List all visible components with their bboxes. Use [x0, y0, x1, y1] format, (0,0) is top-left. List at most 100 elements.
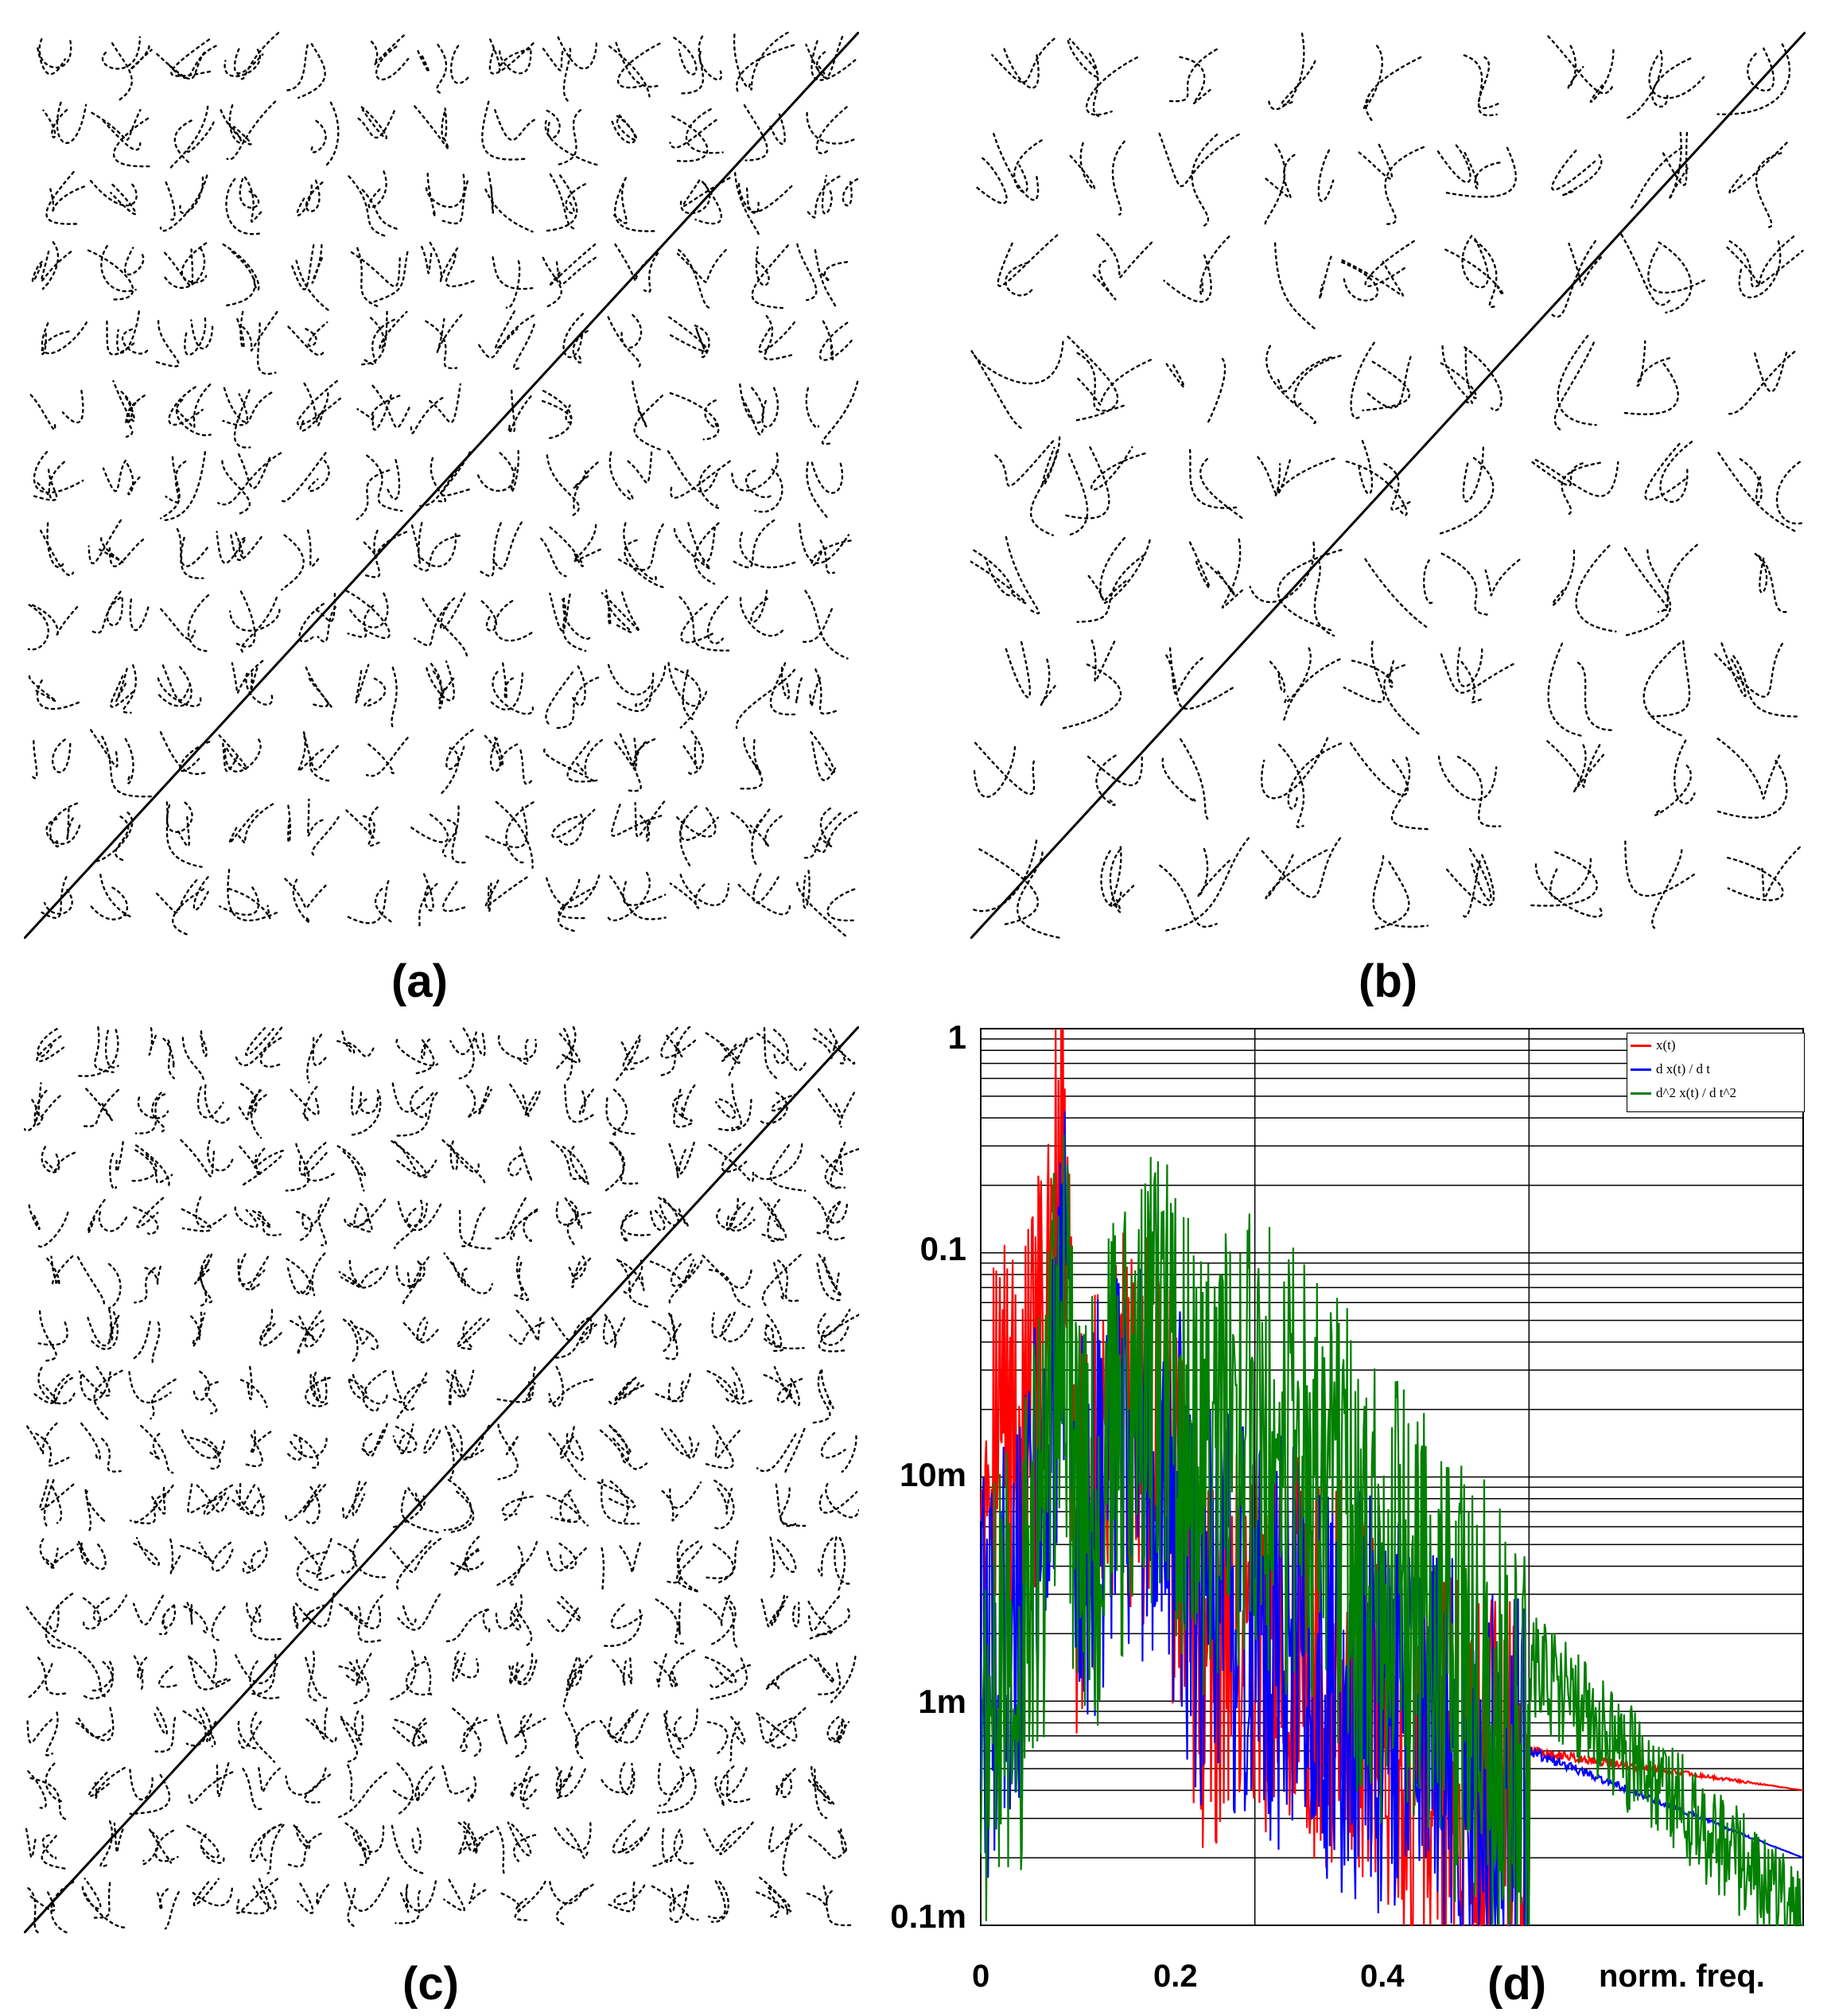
rp-curve — [347, 1041, 375, 1058]
rp-curve — [480, 600, 498, 632]
rp-curve — [45, 171, 81, 225]
rp-curve — [154, 51, 205, 80]
rp-curve — [822, 1884, 833, 1906]
rp-curve — [497, 1423, 519, 1481]
rp-curve — [367, 743, 395, 775]
rp-curve — [87, 519, 122, 565]
rp-curve — [229, 609, 281, 632]
rp-curve — [811, 461, 844, 494]
rp-curve — [505, 260, 521, 309]
rp-curve — [258, 1211, 282, 1236]
rp-curve — [451, 1652, 466, 1682]
rp-curve — [309, 1372, 321, 1402]
rp-curve — [1383, 664, 1421, 736]
rp-curve — [410, 813, 449, 843]
rp-curve — [1462, 446, 1484, 503]
rp-curve — [36, 679, 83, 710]
rp-curve — [751, 244, 789, 309]
rp-curve — [33, 1089, 48, 1126]
rp-curve — [188, 1655, 232, 1691]
rp-curve — [655, 1653, 667, 1687]
rp-curve — [614, 733, 636, 771]
rp-curve — [572, 470, 592, 489]
rp-curve — [1030, 436, 1061, 536]
rp-curve — [739, 597, 787, 637]
rp-curve — [509, 1084, 530, 1119]
rp-curve — [28, 675, 57, 702]
rp-curve — [212, 1648, 231, 1684]
rp-curve — [317, 1204, 327, 1247]
rp-curve — [250, 1094, 267, 1139]
rp-curve — [555, 109, 581, 166]
rp-curve — [613, 1883, 647, 1905]
rp-curve — [494, 736, 519, 768]
rp-curve — [154, 1829, 179, 1862]
rp-curve — [546, 1494, 589, 1527]
rp-curve — [608, 1424, 632, 1455]
recurrence-plot-b-canvas — [970, 32, 1806, 939]
rp-curve — [619, 1762, 636, 1796]
rp-curve — [38, 37, 72, 69]
rp-curve — [731, 519, 776, 569]
rp-curve — [292, 878, 311, 924]
rp-curve — [1168, 643, 1203, 695]
x-tick-label: 0.4 — [1360, 1959, 1405, 1994]
rp-curve — [1067, 142, 1096, 190]
rp-curve — [98, 1211, 128, 1232]
rp-curve — [703, 1594, 731, 1627]
rp-curve — [41, 1834, 57, 1860]
rp-curve — [115, 667, 129, 702]
rp-curve — [99, 1820, 114, 1868]
rp-curve — [546, 454, 581, 518]
rp-curve — [1728, 240, 1804, 288]
rp-curve — [709, 1597, 737, 1645]
rp-curve — [669, 1428, 700, 1460]
rp-curve — [703, 1827, 742, 1851]
rp-curve — [297, 735, 313, 773]
rp-curve — [347, 1764, 355, 1802]
rp-curve — [36, 1035, 65, 1063]
rp-curve — [830, 1656, 857, 1703]
rp-curve — [544, 120, 601, 166]
rp-curve — [579, 1085, 597, 1115]
rp-curve — [826, 888, 857, 922]
rp-curve — [247, 1366, 253, 1400]
rp-curve — [752, 873, 780, 904]
rp-curve — [836, 1536, 846, 1594]
rp-curve — [682, 669, 694, 721]
legend-label: x(t) — [1656, 1037, 1676, 1053]
rp-curve — [297, 1882, 314, 1914]
rp-curve — [160, 608, 196, 640]
rp-curve — [259, 1037, 283, 1068]
rp-curve — [573, 738, 604, 775]
rp-curve — [1557, 334, 1597, 426]
rp-curve — [66, 806, 74, 841]
rp-curve — [92, 811, 134, 862]
rp-curve — [1623, 547, 1669, 611]
rp-curve — [452, 1424, 486, 1461]
rp-curve — [714, 1430, 741, 1459]
rp-curve — [112, 379, 135, 422]
rp-curve — [242, 1541, 268, 1574]
recurrence-plot-a — [24, 32, 859, 939]
rp-curve — [211, 1605, 226, 1641]
rp-curve — [224, 49, 261, 77]
rp-curve — [621, 1212, 651, 1236]
rp-curve — [1273, 242, 1316, 330]
rp-curve — [1436, 144, 1471, 184]
rp-curve — [45, 1711, 59, 1757]
rp-curve — [31, 261, 43, 282]
rp-curve — [25, 1827, 37, 1858]
rp-pattern — [970, 33, 1805, 939]
rp-curve — [394, 1718, 428, 1746]
rp-curve — [492, 671, 535, 715]
rp-curve — [371, 394, 392, 431]
rp-curve — [551, 1322, 595, 1359]
rp-curve — [816, 1263, 845, 1302]
rp-curve — [618, 1382, 648, 1400]
rp-curve — [731, 1083, 742, 1129]
rp-curve — [706, 1370, 753, 1405]
rp-curve — [635, 665, 667, 707]
rp-curve — [151, 1092, 165, 1133]
rp-curve — [481, 100, 526, 161]
